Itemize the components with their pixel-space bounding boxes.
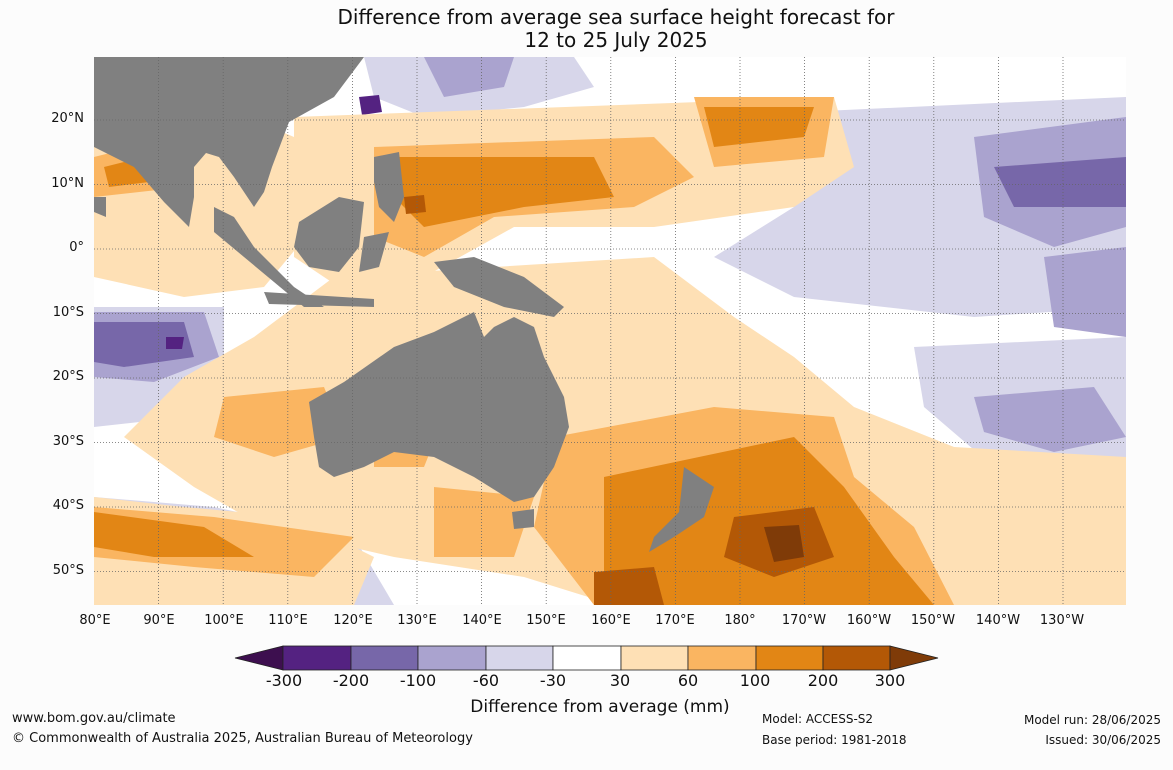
anomaly-region [974,387,1126,452]
colorbar-tick: 300 [874,671,906,690]
anomaly-region [434,487,534,557]
lon-label: 160°E [591,613,631,628]
colorbar-label: Difference from average (mm) [470,697,730,717]
landmass [294,197,364,272]
colorbar-tick: 30 [609,671,631,690]
lon-label: 130°W [1039,613,1085,628]
colorbar-swatch [350,645,419,671]
colorbar-swatch [552,645,622,671]
landmass [94,197,106,217]
map-title-line1: Difference from average sea surface heig… [337,5,895,29]
anomaly-region [424,57,514,97]
lon-label: 160°W [846,613,892,628]
issued-text: Issued: 30/06/2025 [1045,733,1161,747]
landmass [264,292,374,307]
colorbar-tick: -300 [265,671,303,690]
colorbar-swatch [822,645,891,671]
anomaly-region [166,337,184,349]
anomaly-region [359,95,382,115]
landmass [649,467,714,552]
anomaly-region [94,322,194,367]
website-link[interactable]: www.bom.gov.au/climate [12,711,176,726]
lat-label: 0° [69,240,84,255]
copyright-text: © Commonwealth of Australia 2025, Austra… [12,731,473,746]
anomaly-field [94,57,1126,605]
lon-label: 130°E [397,613,437,628]
landmass [374,152,404,222]
colorbar-swatch [485,645,554,671]
lon-label: 150°E [526,613,566,628]
landmasses [94,57,714,552]
lon-label: 170°E [655,613,695,628]
lat-label: 20°N [51,111,84,126]
graticule [94,57,1126,605]
anomaly-region [764,525,804,562]
lon-label: 80°E [79,613,111,628]
anomaly-region [994,157,1126,207]
lon-label: 140°W [975,613,1021,628]
landmass [359,232,389,272]
sea-surface-height-map [94,57,1126,605]
anomaly-region [404,195,426,214]
lon-label: 140°E [462,613,502,628]
anomaly-region [704,107,814,147]
colorbar-swatch [687,645,757,671]
lat-label: 10°N [51,176,84,191]
anomaly-region [384,157,614,227]
model-run-text: Model run: 28/06/2025 [1023,713,1161,727]
colorbar-tick: -30 [539,671,567,690]
colorbar-swatch [620,645,689,671]
landmass [434,257,564,317]
colorbar-swatch [282,645,352,671]
lat-label: 40°S [52,498,84,513]
map-title-line2: 12 to 25 July 2025 [524,28,708,52]
lat-label: 10°S [52,305,84,320]
lon-label: 170°W [781,613,827,628]
colorbar-tick: -60 [472,671,500,690]
lon-label: 110°E [268,613,308,628]
colorbar-swatch [417,645,487,671]
landmass [94,57,364,227]
lon-label: 150°W [910,613,956,628]
colorbar-tick: 100 [739,671,771,690]
lat-label: 20°S [52,369,84,384]
lat-label: 50°S [52,563,84,578]
colorbar-swatch [755,645,824,671]
colorbar-arrow-high [889,645,939,671]
lon-label: 100°E [204,613,244,628]
landmass [309,312,569,502]
lon-label: 90°E [143,613,175,628]
base-period-text: Base period: 1981-2018 [762,733,907,747]
model-text: Model: ACCESS-S2 [762,712,874,726]
colorbar [234,645,939,671]
lon-label: 180° [724,613,756,628]
lat-label: 30°S [52,434,84,449]
colorbar-tick: 200 [807,671,839,690]
anomaly-region [94,512,254,557]
anomaly-region [1044,247,1126,337]
anomaly-region [594,567,664,605]
colorbar-tick: -100 [399,671,437,690]
lon-label: 120°E [333,613,373,628]
colorbar-tick: -200 [332,671,370,690]
colorbar-tick: 60 [677,671,699,690]
landmass [214,207,324,307]
landmass [512,509,534,529]
colorbar-arrow-low [234,645,284,671]
